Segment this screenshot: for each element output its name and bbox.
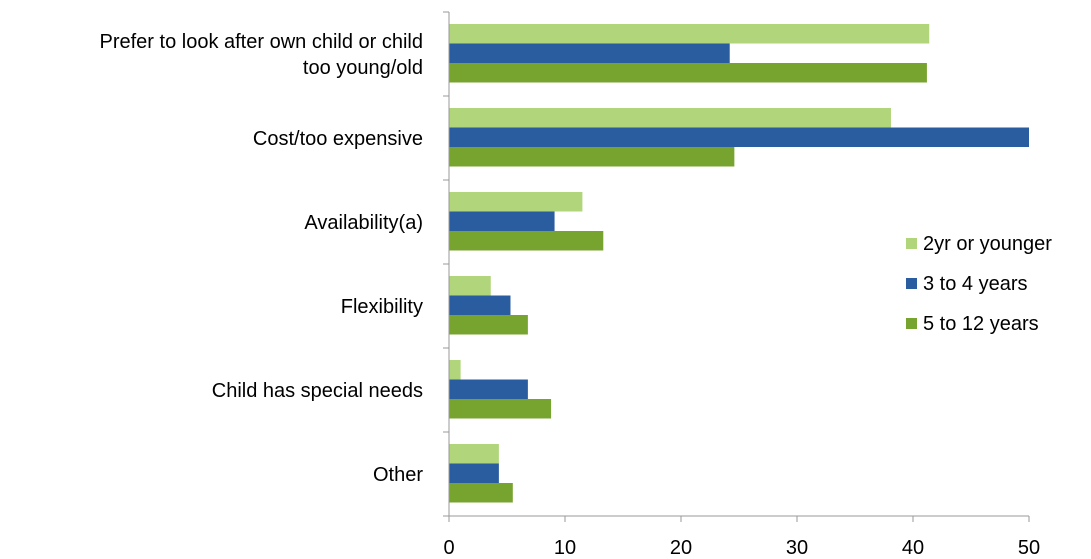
x-tick-label: 50 (1018, 537, 1040, 559)
category-label: Cost/too expensive (253, 128, 423, 150)
bar-6-series-3 (449, 483, 513, 503)
bar-1-series-2 (449, 43, 730, 63)
category-label: Prefer to look after own child or child (100, 31, 424, 53)
bar-3-series-3 (449, 231, 604, 251)
legend: 2yr or younger 3 to 4 years 5 to 12 years (906, 233, 1052, 335)
bar-2-series-1 (449, 108, 891, 128)
bar-2-series-3 (449, 147, 735, 167)
x-tick-label: 10 (554, 537, 576, 559)
bar-1-series-3 (449, 63, 927, 83)
category-label: Child has special needs (212, 380, 423, 402)
bar-4-series-2 (449, 295, 511, 315)
bars-group (449, 24, 1029, 503)
legend-label: 3 to 4 years (923, 273, 1028, 295)
bar-5-series-2 (449, 379, 528, 399)
bar-6-series-2 (449, 463, 499, 483)
category-labels: Prefer to look after own child or child t… (100, 31, 424, 486)
category-label: too young/old (303, 57, 423, 79)
legend-label: 2yr or younger (923, 233, 1052, 255)
x-tick-label: 30 (786, 537, 808, 559)
legend-swatch (906, 278, 917, 289)
bar-6-series-1 (449, 444, 499, 464)
bar-2-series-2 (449, 127, 1029, 147)
bar-3-series-2 (449, 211, 555, 231)
bar-4-series-1 (449, 276, 491, 296)
x-tick-label: 20 (670, 537, 692, 559)
legend-swatch (906, 238, 917, 249)
legend-label: 5 to 12 years (923, 313, 1039, 335)
legend-swatch (906, 318, 917, 329)
category-label: Flexibility (341, 296, 423, 318)
bar-3-series-1 (449, 192, 583, 212)
category-label: Other (373, 464, 423, 486)
x-tick-label: 40 (902, 537, 924, 559)
axes-group (448, 12, 1029, 517)
bar-5-series-1 (449, 360, 461, 380)
bar-4-series-3 (449, 315, 528, 335)
bar-1-series-1 (449, 24, 930, 44)
bar-5-series-3 (449, 399, 552, 419)
ticks-group: 0 10 20 30 40 50 (443, 11, 1040, 559)
category-label: Availability(a) (304, 212, 423, 234)
x-tick-label: 0 (443, 537, 454, 559)
